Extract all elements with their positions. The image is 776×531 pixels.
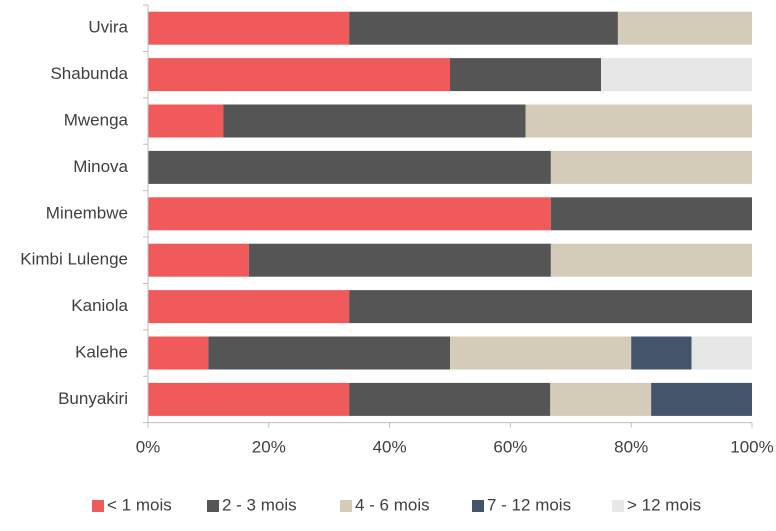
category-label: Uvira — [88, 18, 128, 37]
category-label: Mwenga — [64, 110, 129, 129]
bar-segment — [617, 11, 752, 45]
x-tick-label: 100% — [730, 438, 773, 457]
bar-segment — [208, 336, 450, 370]
bars-layer — [148, 11, 752, 416]
x-tick-label: 20% — [252, 438, 286, 457]
bar-segment — [148, 382, 350, 416]
legend-label: 7 - 12 mois — [487, 495, 571, 514]
category-label: Kimbi Lulenge — [20, 250, 128, 269]
bar-segment — [601, 58, 752, 92]
bar-segment — [550, 150, 752, 184]
legend-label: 4 - 6 mois — [355, 495, 430, 514]
bar-segment — [450, 58, 601, 92]
legend-label: 2 - 3 mois — [222, 495, 297, 514]
bar-segment — [148, 150, 551, 184]
legend-label: < 1 mois — [107, 495, 172, 514]
x-tick-label: 40% — [373, 438, 407, 457]
bar-segment — [550, 382, 652, 416]
bar-segment — [450, 336, 632, 370]
legend-swatch — [340, 500, 352, 512]
bar-segment — [525, 104, 752, 138]
axis-layer: 0% 20% 40% 60% 80% 100% — [136, 4, 774, 457]
bar-segment — [651, 382, 752, 416]
bar-segment — [148, 104, 224, 138]
category-label: Kalehe — [75, 342, 128, 361]
category-label: Shabunda — [50, 64, 128, 83]
bar-segment — [148, 197, 551, 231]
legend-swatch — [472, 500, 484, 512]
bar-segment — [148, 58, 450, 92]
x-tick-label: 80% — [614, 438, 648, 457]
bar-segment — [148, 336, 209, 370]
bar-segment — [631, 336, 692, 370]
bar-segment — [148, 290, 350, 324]
category-label: Kaniola — [71, 296, 128, 315]
bar-segment — [148, 11, 350, 45]
x-tick-label: 0% — [136, 438, 161, 457]
category-label: Bunyakiri — [58, 389, 128, 408]
legend-swatch — [207, 500, 219, 512]
bar-segment — [550, 243, 752, 277]
bar-segment — [248, 243, 551, 277]
bar-segment — [691, 336, 752, 370]
category-label: Minova — [73, 157, 128, 176]
legend: < 1 mois 2 - 3 mois 4 - 6 mois 7 - 12 mois >… — [92, 495, 701, 514]
bar-segment — [550, 197, 752, 231]
legend-label: > 12 mois — [627, 495, 701, 514]
bar-segment — [349, 382, 551, 416]
bar-segment — [349, 11, 618, 45]
bar-segment — [223, 104, 526, 138]
labels-layer: Uvira Shabunda Mwenga Minova Minembwe Kimbi L… — [20, 18, 128, 408]
x-tick-label: 60% — [493, 438, 527, 457]
bar-segment — [148, 243, 249, 277]
legend-swatch — [612, 500, 624, 512]
category-label: Minembwe — [46, 203, 128, 222]
legend-swatch — [92, 500, 104, 512]
bar-segment — [349, 290, 752, 324]
